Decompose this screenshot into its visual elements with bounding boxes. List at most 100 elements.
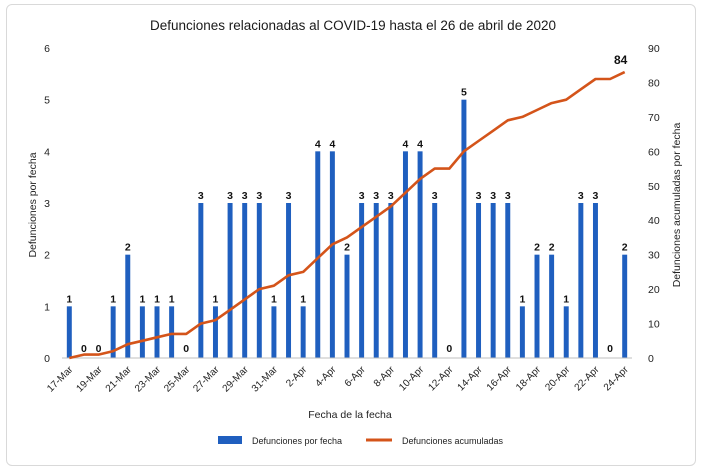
bar (578, 203, 584, 358)
bar (373, 203, 379, 358)
bar (549, 254, 555, 358)
bar-data-label: 0 (446, 343, 452, 355)
bar-data-label: 2 (125, 242, 131, 254)
x-tick-label: 22-Apr (573, 364, 602, 393)
y-axis-label: Defunciones por fecha (27, 152, 39, 257)
x-tick-label: 12-Apr (426, 364, 455, 393)
left-tick-label: 0 (44, 353, 50, 365)
cumulative-line (69, 70, 626, 360)
x-tick-label: 18-Apr (514, 364, 543, 393)
chart-frame (6, 4, 696, 466)
bar-data-label: 1 (139, 293, 145, 305)
bar (432, 203, 438, 358)
bar-data-label: 0 (183, 343, 189, 355)
y2-axis-label: Defunciones acumuladas por fecha (671, 123, 683, 288)
right-axis-ticks: 0 10 20 30 40 50 60 70 80 90 (648, 43, 660, 365)
bar-data-label: 4 (403, 138, 409, 150)
bar-data-label: 3 (490, 190, 496, 202)
bar-data-label: 3 (373, 190, 379, 202)
bar-data-label: 2 (622, 242, 628, 254)
bar-data-label: 1 (154, 293, 160, 305)
x-tick-label: 14-Apr (456, 364, 485, 393)
right-tick-label: 50 (648, 181, 660, 193)
right-tick-label: 10 (648, 319, 660, 331)
bar-data-label: 1 (563, 293, 569, 305)
bar (476, 203, 482, 358)
bar (329, 151, 335, 358)
bar-data-label: 1 (169, 293, 175, 305)
left-tick-label: 1 (44, 301, 50, 313)
x-tick-label: 25-Mar (162, 364, 193, 395)
legend-line-label: Defunciones acumuladas (402, 436, 504, 446)
x-tick-label: 8-Apr (372, 364, 398, 390)
bar-data-label: 2 (549, 242, 555, 254)
bar-data-label: 3 (578, 190, 584, 202)
x-tick-label: 17-Mar (45, 364, 76, 395)
legend-bar-label: Defunciones por fecha (252, 436, 342, 446)
bar (344, 254, 350, 358)
bar (227, 203, 233, 358)
bar-data-label: 3 (388, 190, 394, 202)
legend-bar-swatch (218, 436, 242, 444)
bar-data-label: 2 (344, 242, 350, 254)
bar-data-label: 4 (315, 138, 321, 150)
left-axis-ticks: 0 1 2 3 4 5 6 (44, 43, 50, 365)
bar-data-label: 1 (66, 293, 72, 305)
right-tick-label: 40 (648, 215, 660, 227)
x-axis-label: Fecha de la fecha (308, 409, 392, 421)
x-tick-label: 19-Mar (74, 364, 105, 395)
x-tick-label: 16-Apr (485, 364, 514, 393)
x-tick-label: 31-Mar (250, 364, 281, 395)
x-tick-label: 21-Mar (104, 364, 135, 395)
bar-data-label: 3 (476, 190, 482, 202)
bar (125, 254, 131, 358)
bar-data-label: 3 (432, 190, 438, 202)
bar (66, 306, 72, 358)
bar-data-label: 3 (198, 190, 204, 202)
right-tick-label: 90 (648, 43, 660, 55)
x-tick-label: 24-Apr (602, 364, 631, 393)
left-tick-label: 2 (44, 250, 50, 262)
bar (198, 203, 204, 358)
legend: Defunciones por fecha Defunciones acumul… (218, 436, 504, 446)
bar (256, 203, 262, 358)
bar (154, 306, 160, 358)
bar-data-label: 3 (256, 190, 262, 202)
bar-series (66, 99, 628, 359)
bar-data-label: 1 (300, 293, 306, 305)
x-tick-label: 6-Apr (343, 364, 369, 390)
bar-data-label: 0 (607, 343, 613, 355)
left-tick-label: 4 (44, 146, 50, 158)
bar-data-label: 3 (359, 190, 365, 202)
x-tick-label: 20-Apr (543, 364, 572, 393)
right-tick-label: 80 (648, 77, 660, 89)
bar (388, 203, 394, 358)
right-tick-label: 30 (648, 250, 660, 262)
right-tick-label: 0 (648, 353, 654, 365)
bar (359, 203, 365, 358)
bar (461, 99, 467, 359)
x-tick-label: 2-Apr (284, 364, 310, 390)
bar (169, 306, 175, 358)
bar-data-label: 1 (110, 293, 116, 305)
x-axis-ticks: 17-Mar 19-Mar 21-Mar 23-Mar 25-Mar 27-Mar 29-M… (45, 364, 631, 395)
bar (139, 306, 145, 358)
bar (592, 203, 598, 358)
bar-data-label: 0 (96, 343, 102, 355)
right-tick-label: 60 (648, 146, 660, 158)
x-tick-label: 29-Mar (221, 364, 252, 395)
bar-data-label: 2 (534, 242, 540, 254)
bar-data-label: 1 (519, 293, 525, 305)
left-tick-label: 5 (44, 95, 50, 107)
x-tick-label: 10-Apr (397, 364, 426, 393)
bar-data-label: 3 (242, 190, 248, 202)
left-tick-label: 6 (44, 43, 50, 55)
bar (519, 306, 525, 358)
x-tick-label: 4-Apr (313, 364, 339, 390)
bar (402, 151, 408, 358)
bar-data-label: 5 (461, 87, 467, 99)
bar-data-label: 3 (227, 190, 233, 202)
bar-data-label: 1 (213, 293, 219, 305)
bar-data-label: 3 (286, 190, 292, 202)
